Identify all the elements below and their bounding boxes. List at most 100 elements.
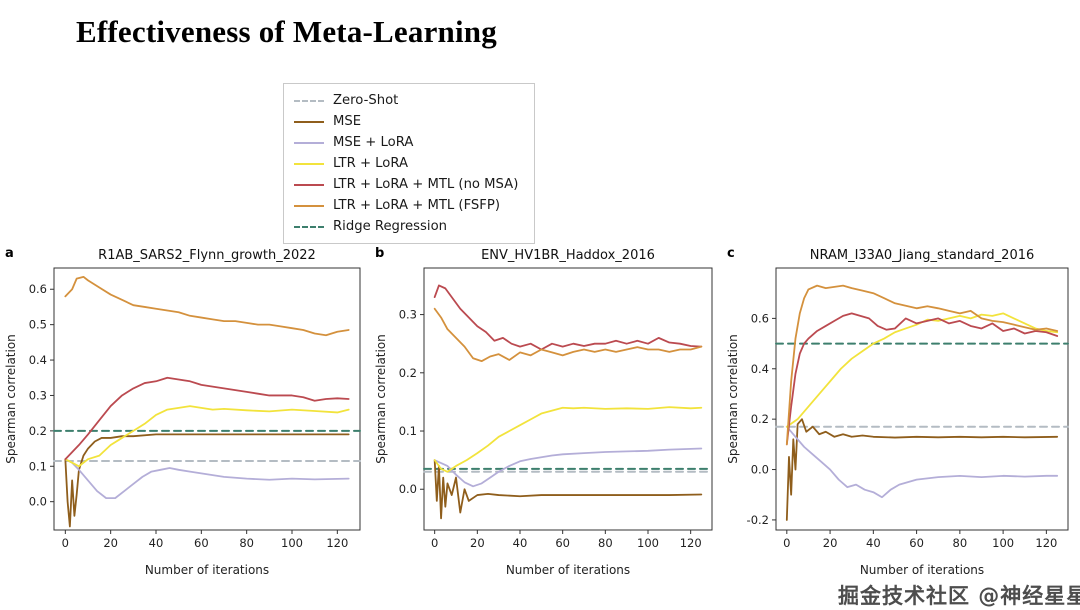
chart-panel-a: a R1AB_SARS2_Flynn_growth_2022 0.0 0.1 0.2 0.…	[2, 242, 372, 584]
legend-line-sample	[294, 204, 324, 207]
y-tick-label: 0.0	[29, 495, 47, 509]
plot-frame	[775, 267, 1069, 531]
series-group	[53, 275, 361, 528]
y-tick-label: 0.1	[399, 424, 417, 438]
x-tick-label: 120	[1035, 536, 1057, 550]
chart-svg-c: c NRAM_I33A0_Jiang_standard_2016 -0.2 0.0 0.…	[726, 246, 1069, 577]
x-tick-label: 60	[555, 536, 570, 550]
panel-label-c: c	[727, 246, 735, 261]
legend-line-sample	[294, 99, 324, 102]
series-ltr-lora-mtl-fsfp	[64, 275, 350, 337]
y-tick-label: 0.0	[751, 463, 769, 477]
series-group	[775, 284, 1069, 521]
x-tick-label: 20	[103, 536, 118, 550]
x-tick-label: 20	[823, 536, 838, 550]
series-ltr-lora	[433, 406, 703, 473]
x-tick-label: 40	[866, 536, 881, 550]
y-tick-label: 0.0	[399, 482, 417, 496]
plot-frame	[423, 267, 713, 531]
y-tick-label: 0.2	[751, 412, 769, 426]
chart-svg-a: a R1AB_SARS2_Flynn_growth_20220.00.10.20.…	[4, 246, 361, 577]
series-ltr-lora-mtl-fsfp	[785, 284, 1059, 446]
legend-item: MSE + LoRA	[294, 133, 518, 152]
y-axis-label: Spearman correlation	[4, 334, 18, 464]
x-tick-label: 20	[470, 536, 485, 550]
legend-item-label: LTR + LoRA + MTL (no MSA)	[333, 177, 519, 192]
x-tick-label: 80	[598, 536, 613, 550]
legend-item: LTR + LoRA + MTL (no MSA)	[294, 175, 518, 194]
chart-title: ENV_HV1BR_Haddox_2016	[481, 248, 655, 263]
legend-line-sample	[294, 162, 324, 165]
y-axis: 0.0 0.1 0.2 0.3	[399, 308, 424, 496]
legend-item: Zero-Shot	[294, 91, 518, 110]
x-tick-label: 100	[992, 536, 1014, 550]
charts-row: a R1AB_SARS2_Flynn_growth_2022 0.0 0.1 0.2 0.…	[2, 242, 1080, 584]
legend-item: Ridge Regression	[294, 217, 518, 236]
x-tick-label: 40	[513, 536, 528, 550]
x-tick-label: 120	[680, 536, 702, 550]
legend-line-sample	[294, 141, 324, 144]
series-mse	[785, 418, 1059, 521]
series-ltr-lora-mtl-fsfp	[433, 307, 703, 363]
y-tick-label: -0.2	[747, 513, 769, 527]
series-mse-lora	[433, 447, 703, 488]
legend-line-sample	[294, 120, 324, 123]
plot-frame	[53, 267, 361, 531]
legend: Zero-Shot MSE MSE + LoRA LTR + LoRA LTR + Lo…	[283, 83, 536, 244]
legend-item: LTR + LoRA + MTL (FSFP)	[294, 196, 518, 215]
y-tick-label: 0.3	[399, 308, 417, 322]
y-axis: -0.2 0.0 0.2 0.4 0.6	[747, 311, 776, 527]
chart-title: R1AB_SARS2_Flynn_growth_2022	[98, 248, 316, 263]
series-ltr-lora-mtl-no-msa	[785, 312, 1059, 446]
legend-item-label: Ridge Regression	[333, 219, 448, 234]
x-tick-label: 0	[431, 536, 438, 550]
series-ltr-lora-mtl-no-msa	[433, 284, 703, 351]
x-tick-label: 100	[281, 536, 303, 550]
x-axis-label: Number of iterations	[860, 563, 984, 577]
series-group	[423, 284, 713, 520]
y-axis-label: Spearman correlation	[374, 334, 388, 464]
x-tick-label: 120	[326, 536, 348, 550]
y-tick-label: 0.4	[29, 353, 47, 367]
series-mse	[64, 433, 350, 528]
y-tick-label: 0.4	[751, 362, 769, 376]
legend-item-label: LTR + LoRA + MTL (FSFP)	[333, 198, 500, 213]
x-tick-label: 0	[783, 536, 790, 550]
legend-line-sample	[294, 183, 324, 186]
x-axis-label: Number of iterations	[145, 563, 269, 577]
legend-item: LTR + LoRA	[294, 154, 518, 173]
x-tick-label: 60	[194, 536, 209, 550]
x-tick-label: 40	[149, 536, 164, 550]
chart-svg-b: b ENV_HV1BR_Haddox_2016 0.0 0.1 0.2 0.3 0 20 40 6…	[374, 246, 713, 577]
series-mse-lora	[64, 458, 350, 500]
legend-item-label: MSE	[333, 114, 362, 129]
x-tick-label: 80	[953, 536, 968, 550]
legend-item-label: MSE + LoRA	[333, 135, 414, 150]
y-tick-label: 0.6	[751, 311, 769, 325]
page-title: Effectiveness of Meta-Learning	[76, 14, 497, 49]
x-tick-label: 60	[909, 536, 924, 550]
x-tick-label: 0	[62, 536, 69, 550]
legend-line-sample	[294, 225, 324, 228]
watermark: 掘金技术社区 @神经星星	[838, 584, 1080, 608]
chart-panel-b: b ENV_HV1BR_Haddox_2016 0.0 0.1 0.2 0.3 0 20 40 6…	[372, 242, 724, 584]
panel-label-b: b	[375, 246, 384, 261]
panel-label-a: a	[5, 246, 14, 261]
y-tick-label: 0.6	[29, 282, 47, 296]
series-ltr-lora	[64, 405, 350, 468]
x-axis: 0 20 40 60 80 100 120	[62, 530, 348, 550]
x-tick-label: 80	[239, 536, 254, 550]
y-tick-label: 0.1	[29, 459, 47, 473]
legend-item-label: Zero-Shot	[333, 93, 399, 108]
series-ltr-lora-mtl-no-msa	[64, 376, 350, 461]
x-axis-label: Number of iterations	[506, 563, 630, 577]
y-axis: 0.0 0.1 0.2 0.3 0.4 0.5 0.6	[29, 282, 54, 509]
chart-panel-c: c NRAM_I33A0_Jiang_standard_2016 -0.2 0.0 0.…	[724, 242, 1080, 584]
chart-title: NRAM_I33A0_Jiang_standard_2016	[810, 248, 1035, 263]
y-tick-label: 0.2	[399, 366, 417, 380]
y-tick-label: 0.5	[29, 318, 47, 332]
x-axis: 0 20 40 60 80 100 120	[783, 530, 1057, 550]
x-tick-label: 100	[637, 536, 659, 550]
legend-item-label: LTR + LoRA	[333, 156, 409, 171]
y-axis-label: Spearman correlation	[726, 334, 740, 464]
